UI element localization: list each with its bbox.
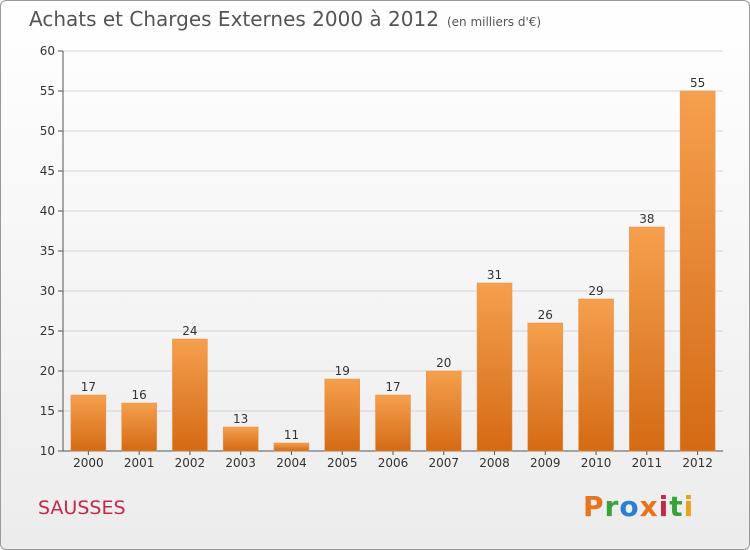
value-label-2010: 29 (588, 284, 603, 298)
x-tick-label-2004: 2004 (276, 456, 307, 470)
value-label-2011: 38 (639, 212, 654, 226)
value-label-2000: 17 (81, 380, 96, 394)
bar-2006 (375, 394, 411, 452)
bar-2010 (578, 298, 614, 452)
chart-title: Achats et Charges Externes 2000 à 2012 (e… (29, 7, 541, 31)
y-tick-label: 40 (40, 204, 55, 218)
logo-letter: P (583, 490, 605, 523)
x-tick-label-2012: 2012 (682, 456, 713, 470)
bar-2003 (222, 426, 259, 452)
x-tick-label-2001: 2001 (124, 456, 155, 470)
value-label-2001: 16 (132, 388, 147, 402)
bar-2011 (629, 226, 665, 452)
x-tick-label-2006: 2006 (378, 456, 409, 470)
bar-2002 (172, 338, 208, 452)
value-label-2003: 13 (233, 412, 248, 426)
x-tick-label-2000: 2000 (73, 456, 104, 470)
y-tick-label: 30 (40, 284, 55, 298)
bar-2009 (527, 322, 564, 452)
value-label-2012: 55 (690, 76, 705, 90)
y-tick-label: 15 (40, 404, 55, 418)
y-tick-label: 25 (40, 324, 55, 338)
logo-letter: o (619, 490, 640, 523)
value-label-2002: 24 (182, 324, 197, 338)
x-tick-label-2011: 2011 (632, 456, 663, 470)
x-tick-label-2002: 2002 (175, 456, 206, 470)
value-label-2004: 11 (284, 428, 299, 442)
bar-2000 (70, 394, 107, 452)
x-tick-label-2009: 2009 (530, 456, 561, 470)
chart-title-text: Achats et Charges Externes 2000 à 2012 (29, 7, 439, 31)
chart-subtitle: (en milliers d'€) (446, 15, 542, 29)
bar-2001 (121, 402, 157, 452)
bar-2005 (324, 378, 360, 452)
x-tick-label-2008: 2008 (479, 456, 510, 470)
x-tick-label-2005: 2005 (327, 456, 358, 470)
x-tick-label-2007: 2007 (428, 456, 459, 470)
bar-2007 (426, 370, 462, 452)
y-tick-label: 10 (40, 444, 55, 458)
y-tick-label: 55 (40, 84, 55, 98)
logo-letter: t (669, 490, 684, 523)
y-tick-label: 35 (40, 244, 55, 258)
value-label-2007: 20 (436, 356, 451, 370)
x-tick-label-2003: 2003 (225, 456, 256, 470)
value-label-2005: 19 (335, 364, 350, 378)
bar-2012 (679, 90, 716, 452)
bar-2004 (273, 442, 310, 452)
proxiti-logo: Proxiti (583, 490, 693, 526)
logo-letter: i (658, 490, 670, 523)
logo-letter: r (604, 490, 620, 523)
y-tick-label: 20 (40, 364, 55, 378)
bar-2008 (476, 282, 513, 452)
value-label-2006: 17 (385, 380, 400, 394)
logo-letter: i (683, 490, 695, 523)
x-tick-label-2010: 2010 (581, 456, 612, 470)
y-tick-label: 50 (40, 124, 55, 138)
logo-letter: x (639, 490, 659, 523)
labels: 10 15 20 25 30 35 40 45 50 55 60 17 2000 16 2001 24 2002… (40, 44, 713, 470)
place-name: SAUSSES (38, 497, 126, 519)
axes (58, 50, 723, 455)
bars (70, 90, 716, 452)
value-label-2008: 31 (487, 268, 502, 282)
value-label-2009: 26 (538, 308, 553, 322)
y-tick-label: 60 (40, 44, 55, 58)
y-tick-label: 45 (40, 164, 55, 178)
